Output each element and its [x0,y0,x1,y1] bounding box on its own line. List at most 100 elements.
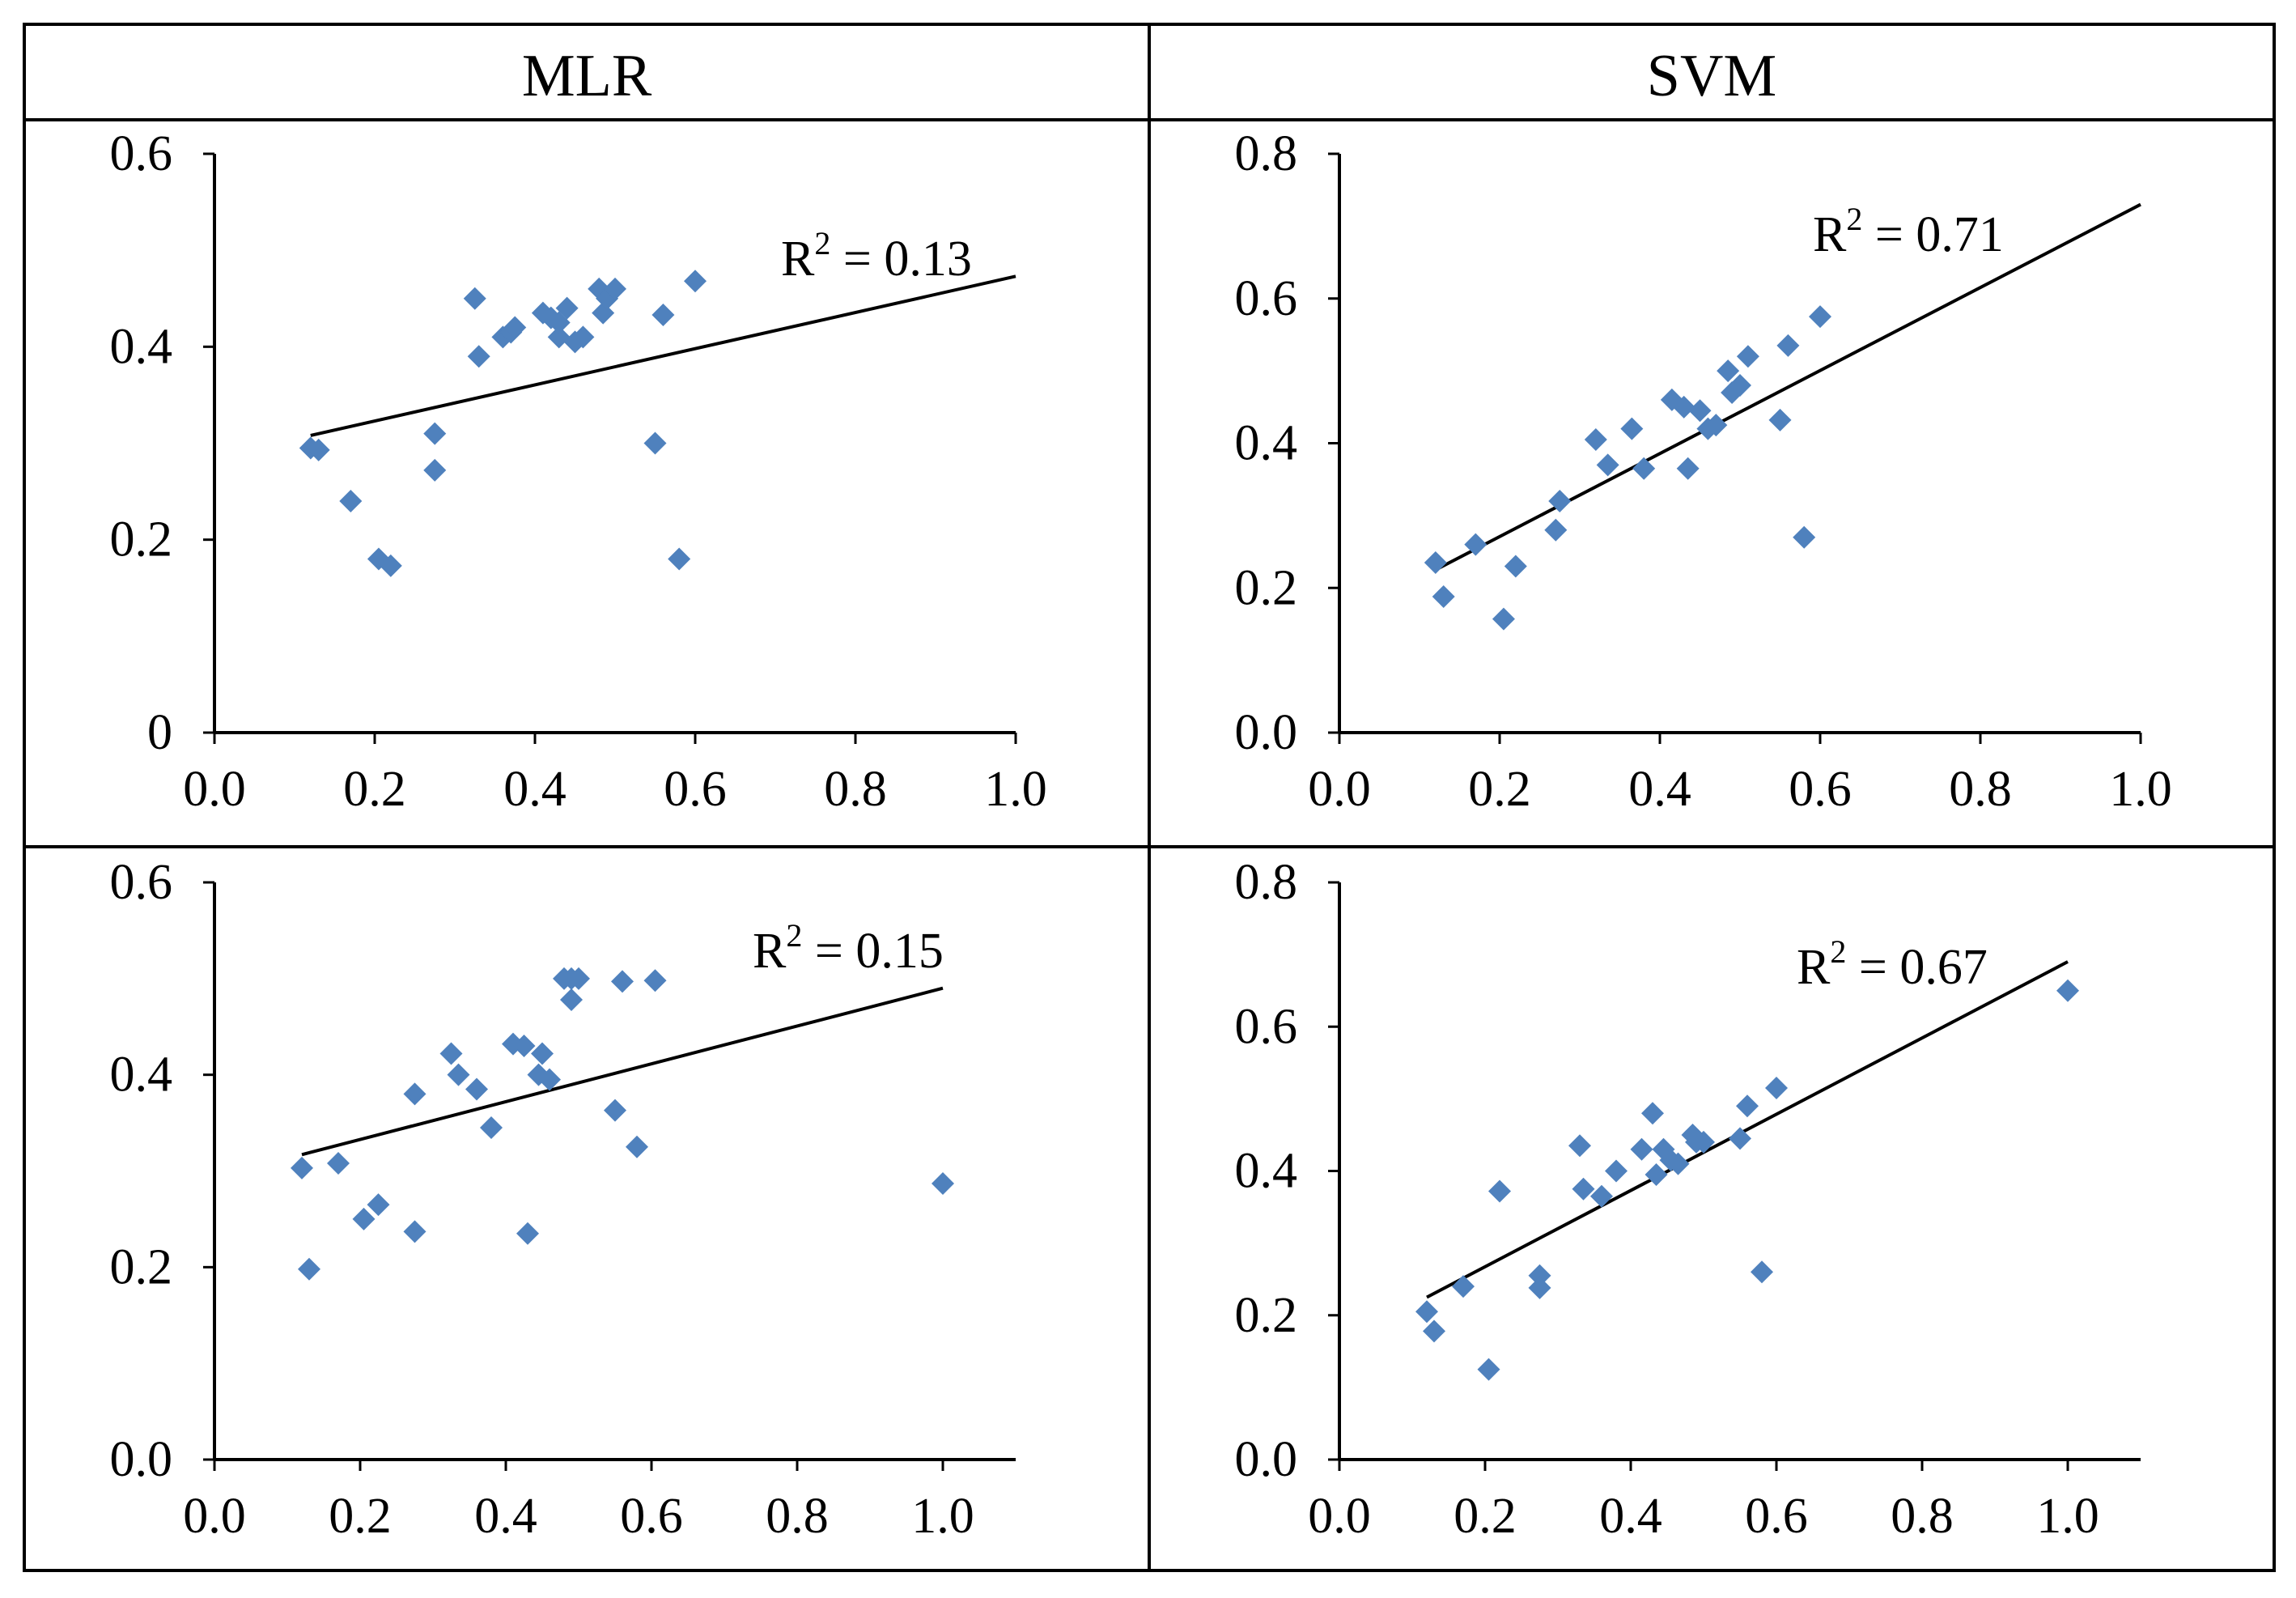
data-point [327,1151,350,1175]
header-svm: SVM [1647,43,1776,109]
data-point [1548,490,1572,512]
data-point [1809,305,1831,329]
data-point [538,1068,561,1091]
data-point [1504,555,1527,578]
trend-line [1434,202,2141,572]
data-point [555,296,579,320]
x-tick-label: 0.2 [1468,762,1531,817]
data-point [1692,1130,1715,1154]
data-point [1768,408,1792,431]
data-point [2056,979,2079,1002]
data-point [367,1193,390,1217]
x-tick-label: 0.4 [503,762,567,817]
scatter-panel-top-left: 0.0 0.2 0.4 0.6 0.8 1.0 0 0.2 0.4 0.6 R2 = 0.13 [110,126,1047,817]
data-point [379,554,402,577]
x-tick-label: 0.6 [620,1489,683,1544]
y-tick-label: 0.6 [110,126,173,181]
data-point [1423,1320,1445,1343]
x-tick-label: 0.0 [183,762,246,817]
y-tick-label: 0.4 [110,319,173,374]
data-point [1492,607,1515,631]
data-point [668,547,691,571]
data-point [1765,1077,1788,1100]
data-point [1528,1264,1551,1287]
data-point [1641,1102,1664,1125]
data-point [1729,1127,1751,1150]
data-point [1676,457,1700,480]
data-point [1632,457,1656,480]
scatter-panel-bottom-left: 0.0 0.2 0.4 0.6 0.8 1.0 0.0 0.2 0.4 0.6 R2 = 0.15 [110,855,1016,1544]
y-tick-label: 0.0 [1235,1432,1298,1487]
r2-annotation: R2 = 0.71 [1813,201,2004,262]
data-point [1432,584,1455,608]
x-tick-label: 0.4 [1628,762,1691,817]
scatter-panel-bottom-right: 0.0 0.2 0.4 0.6 0.8 1.0 0.0 0.2 0.4 0.6 0.8 R2 = 0.… [1235,855,2141,1544]
data-point [291,1156,313,1179]
data-point [1736,345,1759,368]
y-tick-label: 0.0 [110,1432,173,1487]
data-point [560,988,583,1011]
r2-annotation: R2 = 0.13 [781,225,972,287]
data-point [1424,550,1447,574]
data-point [1751,1260,1773,1284]
data-point [626,1135,648,1158]
y-tick-label: 0.2 [1235,1288,1298,1343]
x-tick-label: 0.2 [329,1489,392,1544]
data-point [604,277,626,300]
data-point [352,1207,376,1230]
data-point [439,1042,463,1065]
data-point [423,458,447,482]
data-point [1596,453,1619,477]
x-tick-label: 0.6 [1745,1489,1808,1544]
y-tick-label: 0.4 [110,1048,173,1103]
y-tick-label: 0.0 [1235,705,1298,760]
data-point [651,304,675,327]
data-point [1729,374,1751,397]
y-tick-label: 0 [147,705,172,760]
data-point [512,1035,536,1058]
trend-line [1426,960,2069,1299]
x-tick-label: 0.0 [183,1489,246,1544]
data-point [1452,1275,1475,1298]
x-tick-label: 0.6 [1789,762,1852,817]
data-point [467,345,490,368]
data-point [403,1220,427,1243]
data-point [1464,533,1488,556]
r2-annotation: R2 = 0.15 [753,917,944,979]
data-point [1590,1184,1613,1208]
data-point [1605,1159,1628,1183]
y-tick-label: 0.4 [1235,1144,1298,1199]
scatter-panel-top-right: 0.0 0.2 0.4 0.6 0.8 1.0 0.0 0.2 0.4 0.6 0.8 R2 = 0.… [1235,126,2172,817]
data-point [307,438,330,461]
x-tick-label: 0.0 [1308,762,1371,817]
x-tick-label: 0.2 [343,762,406,817]
data-point [465,1077,488,1101]
data-point [1620,417,1644,440]
data-point [643,969,667,992]
data-point [1415,1300,1438,1324]
data-point [447,1063,470,1086]
data-point [1572,1177,1595,1201]
y-tick-label: 0.8 [1235,855,1298,910]
y-tick-label: 0.8 [1235,126,1298,181]
y-tick-label: 0.4 [1235,416,1298,471]
data-point [339,490,363,512]
header-mlr: MLR [522,43,652,109]
data-point [1717,359,1740,383]
data-point [571,325,595,349]
trend-line [301,986,944,1157]
data-point [403,1082,427,1106]
data-point [423,422,447,445]
y-tick-label: 0.2 [1235,560,1298,615]
data-point [1488,1179,1511,1203]
y-tick-label: 0.6 [1235,999,1298,1054]
data-point [503,316,527,339]
data-point [1568,1134,1591,1158]
data-point [1666,1152,1690,1175]
trend-line [310,274,1016,437]
x-tick-label: 0.8 [824,762,887,817]
data-point [1776,334,1800,357]
data-point [1528,1276,1551,1299]
data-point [516,1222,539,1245]
x-tick-label: 0.2 [1454,1489,1517,1544]
